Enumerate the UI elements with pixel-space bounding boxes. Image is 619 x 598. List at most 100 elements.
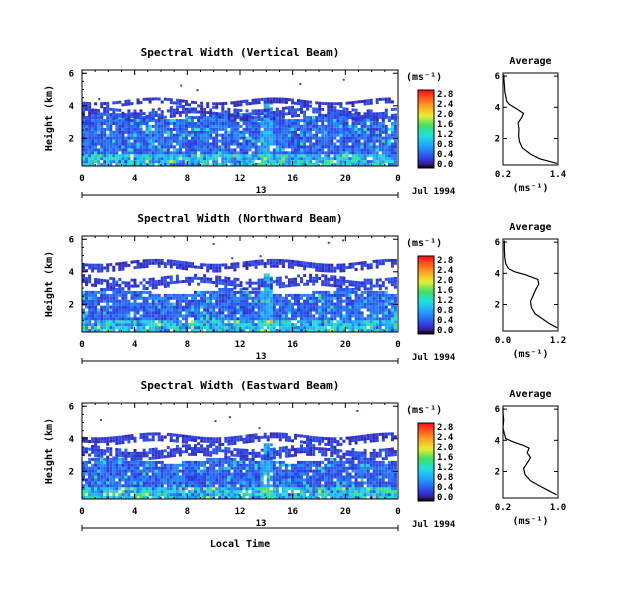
colorbar-segment — [418, 261, 434, 265]
heatmap-cell — [212, 493, 216, 497]
heatmap-cell — [287, 142, 291, 146]
heatmap-cell — [260, 97, 264, 101]
heatmap-cell — [236, 326, 240, 330]
heatmap-cell — [390, 323, 394, 327]
heatmap-cell — [169, 493, 173, 497]
heatmap-cell — [230, 124, 234, 128]
heatmap-cell — [303, 133, 307, 137]
heatmap-cell — [221, 302, 225, 306]
heatmap-cell — [142, 262, 146, 266]
heatmap-cell — [136, 329, 140, 332]
heatmap-cell — [106, 119, 110, 123]
heatmap-cell — [354, 299, 358, 303]
colorbar-segment — [418, 275, 434, 278]
heatmap-cell — [348, 305, 352, 309]
heatmap-cell — [384, 111, 388, 115]
heatmap-cell — [109, 308, 113, 312]
heatmap-cell — [284, 284, 288, 288]
heatmap-cell — [151, 496, 155, 499]
heatmap-cell — [351, 290, 355, 294]
colorbar-segment — [418, 293, 434, 296]
heatmap-cell — [145, 487, 149, 491]
heatmap-cell — [181, 475, 185, 479]
heatmap-cell — [160, 276, 164, 280]
heatmap-cell — [291, 265, 294, 269]
heatmap-cell — [254, 136, 258, 140]
heatmap-cell — [333, 311, 337, 315]
heatmap-cell — [327, 317, 331, 321]
heatmap-cell — [224, 466, 228, 470]
heatmap-cell — [233, 290, 237, 294]
heatmap-cell — [369, 151, 373, 155]
heatmap-cell — [254, 163, 258, 166]
heatmap-cell — [309, 317, 313, 321]
heatmap-cell — [345, 266, 349, 270]
heatmap-cell — [284, 154, 288, 158]
heatmap-cell — [342, 113, 346, 117]
heatmap-cell — [106, 329, 110, 332]
heatmap-cell — [239, 299, 243, 303]
heatmap-cell — [142, 487, 146, 491]
heatmap-cell — [145, 136, 149, 140]
average-x-tick-label: 0.0 — [495, 336, 511, 346]
heatmap-cell — [169, 122, 173, 125]
heatmap-cell — [203, 274, 207, 278]
heatmap-cell — [284, 293, 288, 297]
heatmap-cell — [242, 320, 246, 324]
heatmap-cell — [357, 142, 361, 146]
heatmap-cell — [387, 154, 391, 158]
heatmap-cell — [251, 154, 255, 158]
heatmap-cell — [339, 145, 343, 149]
heatmap-cell — [287, 139, 291, 143]
heatmap-cell — [239, 290, 243, 294]
heatmap-cell — [227, 484, 231, 488]
heatmap-cell — [330, 314, 334, 318]
heatmap-cell — [200, 101, 204, 105]
heatmap-cell — [375, 278, 379, 282]
heatmap-cell — [239, 496, 243, 499]
heatmap-cell — [94, 460, 98, 464]
heatmap-cell — [209, 124, 213, 128]
heatmap-cell — [269, 296, 273, 300]
heatmap-cell — [160, 122, 164, 125]
heatmap-cell — [197, 466, 201, 470]
heatmap-cell — [145, 114, 149, 118]
heatmap-cell — [284, 119, 288, 123]
heatmap-cell — [248, 102, 252, 106]
heatmap-cell — [342, 299, 346, 303]
heatmap-cell — [239, 466, 243, 470]
heatmap-cell — [248, 260, 252, 264]
heatmap-cell — [82, 475, 85, 479]
heatmap-cell — [230, 154, 234, 158]
heatmap-cell — [254, 98, 258, 102]
heatmap-cell — [212, 281, 216, 284]
heatmap-cell — [309, 139, 313, 143]
heatmap-cell — [260, 151, 264, 155]
heatmap-cell — [100, 472, 104, 476]
heatmap-cell — [236, 157, 240, 161]
heatmap-cell — [221, 472, 225, 476]
heatmap-cell — [185, 329, 188, 332]
heatmap-cell — [360, 145, 364, 149]
heatmap-cell — [387, 323, 391, 327]
heatmap-cell — [248, 127, 252, 131]
heatmap-cell — [239, 472, 243, 476]
heatmap-cell — [175, 127, 179, 131]
heatmap-cell — [85, 148, 88, 152]
heatmap-cell — [157, 113, 161, 117]
heatmap-cell — [188, 116, 191, 120]
heatmap-cell — [115, 288, 119, 291]
heatmap-cell — [181, 481, 185, 485]
heatmap-cell — [324, 266, 328, 270]
heatmap-cell — [324, 142, 328, 146]
heatmap-cell — [115, 481, 119, 485]
heatmap-cell — [318, 320, 322, 324]
heatmap-cell — [157, 282, 161, 286]
heatmap-cell — [118, 487, 122, 491]
heatmap-cell — [112, 265, 116, 269]
heatmap-cell — [82, 163, 85, 166]
heatmap-cell — [221, 279, 225, 283]
heatmap-cell — [181, 261, 185, 264]
heatmap-cell — [366, 278, 370, 282]
heatmap-cell — [200, 487, 204, 491]
